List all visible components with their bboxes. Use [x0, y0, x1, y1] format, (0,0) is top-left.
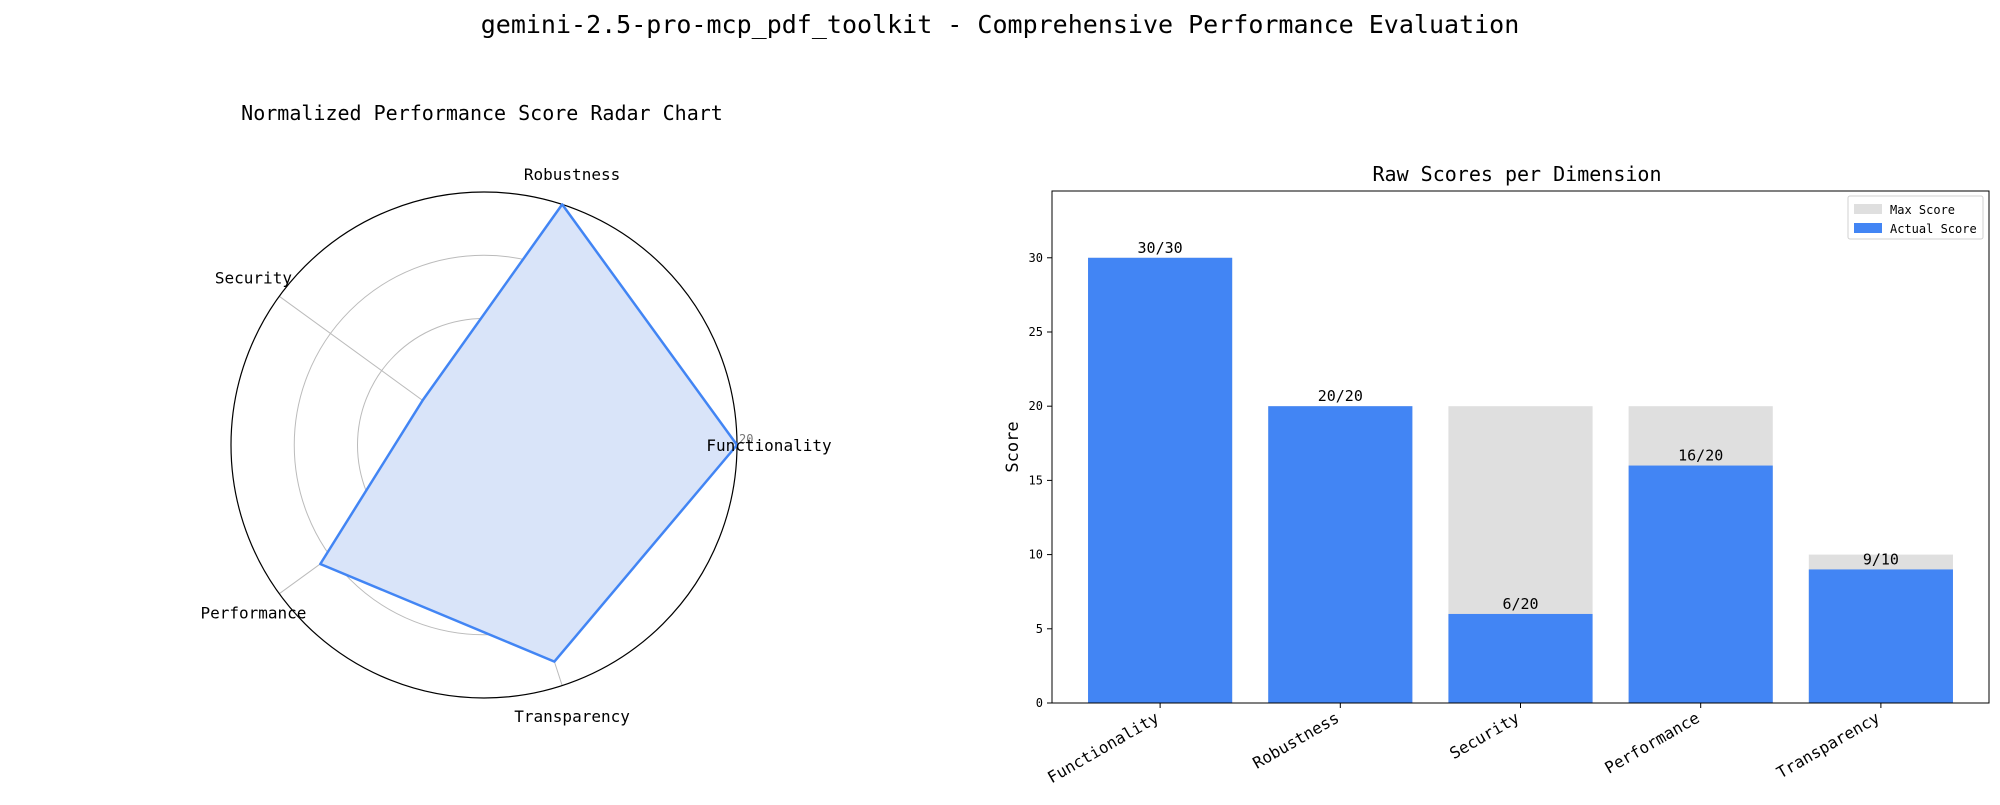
figure-title: gemini-2.5-pro-mcp_pdf_toolkit - Compreh… [481, 10, 1520, 39]
bar-data-label: 9/10 [1863, 550, 1899, 568]
bar-y-tick-label: 20 [1029, 399, 1043, 413]
radar-area [320, 204, 737, 662]
bar-data-label: 20/20 [1318, 387, 1363, 405]
bar-data-label: 6/20 [1502, 595, 1538, 613]
bar-chart: Raw Scores per Dimension Score 30/30 20/2… [1003, 162, 1990, 787]
bar-x-tick-label: Functionality [1044, 708, 1162, 787]
radar-axis-label: Security [215, 268, 292, 287]
bar-x-tick-label: Robustness [1249, 708, 1342, 773]
bar-y-tick-label: 0 [1036, 696, 1043, 710]
radar-axis-label: Performance [200, 604, 306, 623]
bar-x-tick-label: Security [1446, 708, 1523, 763]
bar-y-tick-label: 30 [1029, 251, 1043, 265]
bar-y-tick-label: 15 [1029, 473, 1043, 487]
bar-actual-score [1268, 406, 1413, 703]
bar-legend: Max Score Actual Score [1847, 195, 1984, 240]
radar-r-tick-label: 20 [739, 432, 753, 446]
bar-chart-title: Raw Scores per Dimension [1373, 162, 1662, 186]
legend-actual-score-label: Actual Score [1890, 222, 1977, 236]
legend-max-score-label: Max Score [1890, 203, 1955, 217]
bar-x-tick-label: Transparency [1773, 708, 1883, 782]
bar-data-label: 16/20 [1678, 447, 1723, 465]
radar-axis-label: Functionality [706, 436, 832, 455]
radar-chart: Normalized Performance Score Radar Chart… [200, 101, 832, 726]
bar-x-tick-label: Performance [1601, 708, 1702, 777]
radar-axis-label: Transparency [514, 707, 630, 726]
legend-max-score-swatch [1854, 204, 1882, 214]
bar-y-tick-label: 5 [1036, 622, 1043, 636]
bar-actual-score [1808, 569, 1953, 703]
bar-actual-score [1088, 257, 1233, 703]
legend-actual-score-swatch [1854, 223, 1882, 233]
radar-axis-label: Robustness [524, 165, 620, 184]
bar-actual-score [1628, 465, 1773, 703]
bar-chart-y-axis-label: Score [1003, 421, 1023, 472]
radar-series-line [319, 203, 739, 663]
bar-data-label: 30/30 [1138, 239, 1183, 257]
bar-y-tick-label: 10 [1029, 548, 1043, 562]
radar-chart-title: Normalized Performance Score Radar Chart [241, 101, 723, 125]
bar-actual-score [1448, 613, 1593, 703]
bar-y-tick-label: 25 [1029, 325, 1043, 339]
